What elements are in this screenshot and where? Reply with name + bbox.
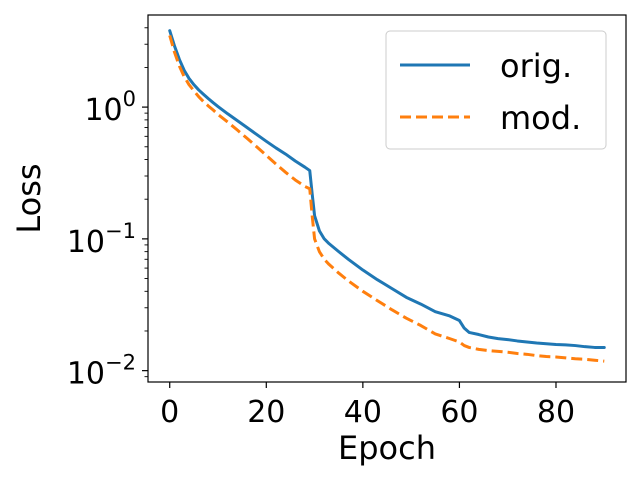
y-tick-label: 10−2: [67, 351, 136, 392]
x-tick-label: 60: [440, 395, 478, 430]
axes: 0 20 40 60 80 10−2 10−1 100 Epoch Loss: [10, 14, 627, 467]
legend-label-mod: mod.: [500, 99, 581, 137]
x-tick-label: 80: [537, 395, 575, 430]
series-line-orig: [168, 29, 606, 349]
x-tick-label: 20: [247, 395, 285, 430]
y-axis-label: Loss: [10, 163, 48, 233]
x-axis-label: Epoch: [338, 429, 436, 467]
y-tick-label: 10−1: [67, 219, 136, 260]
legend-label-orig: orig.: [500, 47, 572, 85]
plot-area: [168, 29, 606, 363]
series-line-mod: [168, 35, 605, 363]
plot-frame: [147, 14, 627, 383]
legend: orig. mod.: [385, 30, 607, 150]
y-tick-label: 100: [84, 87, 136, 128]
x-tick-label: 40: [344, 395, 382, 430]
legend-box: [385, 30, 607, 150]
x-tick-label: 0: [160, 395, 179, 430]
